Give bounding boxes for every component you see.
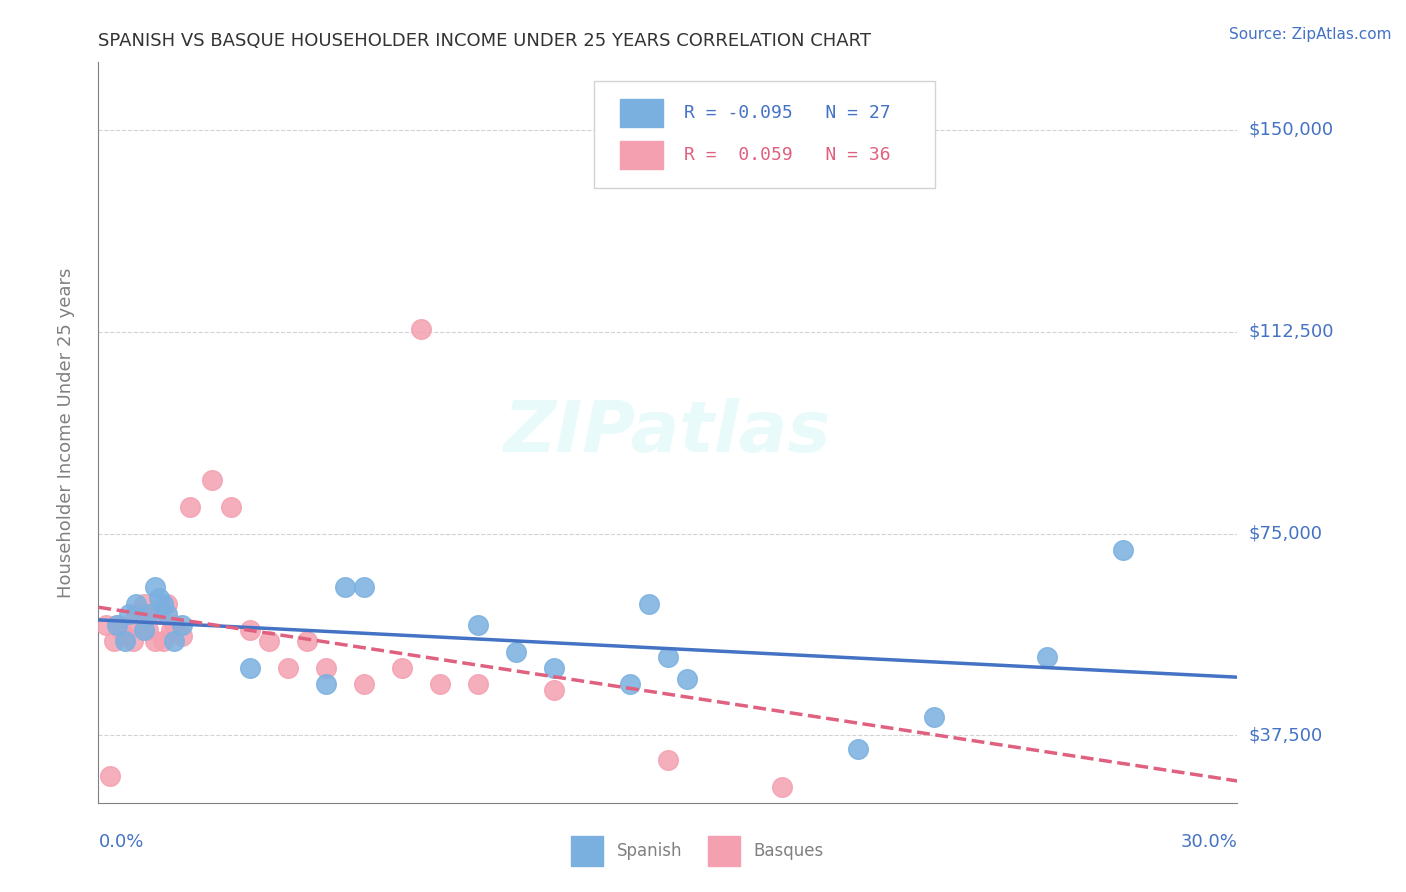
- Point: [467, 677, 489, 691]
- Point: [145, 581, 167, 595]
- Text: $75,000: $75,000: [1249, 524, 1323, 542]
- Point: [353, 677, 375, 691]
- Point: [129, 607, 152, 622]
- Point: [114, 629, 136, 643]
- Point: [125, 607, 148, 622]
- FancyBboxPatch shape: [620, 141, 664, 169]
- FancyBboxPatch shape: [620, 99, 664, 127]
- Point: [107, 618, 129, 632]
- Point: [505, 645, 527, 659]
- Text: $150,000: $150,000: [1249, 120, 1333, 139]
- Point: [543, 661, 565, 675]
- Text: Source: ZipAtlas.com: Source: ZipAtlas.com: [1229, 27, 1392, 42]
- Point: [657, 753, 679, 767]
- Point: [259, 634, 281, 648]
- Text: R = -0.095   N = 27: R = -0.095 N = 27: [683, 103, 890, 122]
- Point: [156, 607, 179, 622]
- Point: [148, 607, 170, 622]
- Text: ZIPatlas: ZIPatlas: [505, 398, 831, 467]
- Point: [125, 597, 148, 611]
- Point: [922, 709, 945, 723]
- Point: [846, 742, 869, 756]
- Point: [107, 618, 129, 632]
- Point: [619, 677, 641, 691]
- Point: [315, 677, 337, 691]
- Point: [179, 500, 201, 514]
- Text: SPANISH VS BASQUE HOUSEHOLDER INCOME UNDER 25 YEARS CORRELATION CHART: SPANISH VS BASQUE HOUSEHOLDER INCOME UND…: [98, 32, 872, 50]
- Point: [170, 618, 193, 632]
- Point: [277, 661, 299, 675]
- Point: [103, 634, 125, 648]
- Point: [136, 624, 159, 638]
- Point: [543, 682, 565, 697]
- Point: [163, 634, 186, 648]
- Point: [94, 618, 117, 632]
- Point: [136, 607, 159, 622]
- FancyBboxPatch shape: [571, 836, 603, 866]
- Point: [159, 624, 181, 638]
- Point: [391, 661, 413, 675]
- Point: [156, 597, 179, 611]
- Point: [163, 618, 186, 632]
- Point: [148, 591, 170, 606]
- FancyBboxPatch shape: [707, 836, 740, 866]
- Point: [297, 634, 319, 648]
- Point: [239, 624, 262, 638]
- Point: [121, 634, 143, 648]
- Text: 0.0%: 0.0%: [98, 833, 143, 851]
- Point: [429, 677, 451, 691]
- Point: [239, 661, 262, 675]
- Point: [676, 672, 699, 686]
- Point: [170, 629, 193, 643]
- Text: R =  0.059   N = 36: R = 0.059 N = 36: [683, 146, 890, 164]
- Point: [152, 634, 174, 648]
- Point: [638, 597, 661, 611]
- Point: [315, 661, 337, 675]
- Text: $37,500: $37,500: [1249, 726, 1323, 745]
- Point: [1112, 542, 1135, 557]
- Text: 30.0%: 30.0%: [1181, 833, 1237, 851]
- Point: [118, 607, 141, 622]
- Point: [335, 581, 357, 595]
- Point: [145, 634, 167, 648]
- Text: Spanish: Spanish: [617, 842, 682, 860]
- Point: [201, 473, 224, 487]
- Point: [98, 769, 121, 783]
- Point: [110, 624, 132, 638]
- Text: $112,500: $112,500: [1249, 323, 1334, 341]
- Point: [132, 597, 155, 611]
- Point: [141, 607, 163, 622]
- Point: [353, 581, 375, 595]
- Point: [132, 624, 155, 638]
- Point: [221, 500, 243, 514]
- Point: [411, 322, 433, 336]
- Point: [118, 618, 141, 632]
- Point: [1036, 650, 1059, 665]
- FancyBboxPatch shape: [593, 81, 935, 188]
- Point: [467, 618, 489, 632]
- Point: [152, 597, 174, 611]
- Text: Basques: Basques: [754, 842, 824, 860]
- Point: [114, 634, 136, 648]
- Point: [657, 650, 679, 665]
- Y-axis label: Householder Income Under 25 years: Householder Income Under 25 years: [56, 268, 75, 598]
- Point: [770, 780, 793, 794]
